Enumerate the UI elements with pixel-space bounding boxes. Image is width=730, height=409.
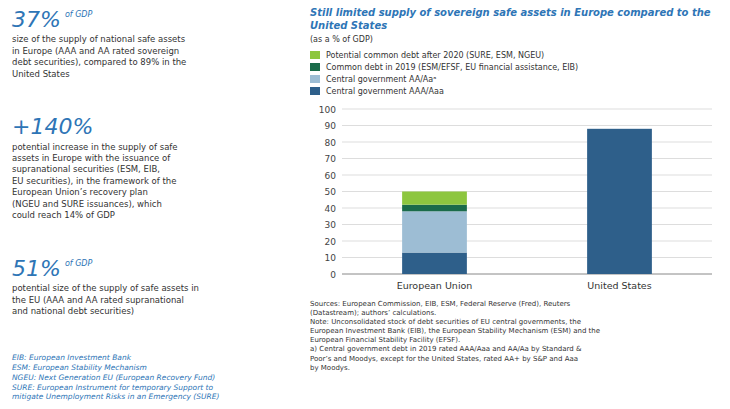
footnote: EIB: European Investment Bank xyxy=(12,353,297,363)
legend-label: Central government AAA/Aaa xyxy=(326,87,444,96)
x-tick-label: European Union xyxy=(397,280,473,291)
grid-line xyxy=(342,191,712,192)
stat-body: size of the supply of national safe asse… xyxy=(12,34,297,80)
bar-segment xyxy=(402,192,467,205)
legend-item: Central government AAA/Aaa xyxy=(310,85,722,97)
y-tick-label: 90 xyxy=(325,121,337,131)
grid-line xyxy=(342,257,712,258)
chart-title: Still limited supply of sovereign safe a… xyxy=(310,6,722,32)
stat-block: 51% of GDP potential size of the supply of… xyxy=(12,257,297,318)
grid-line xyxy=(342,125,712,126)
bar-segment xyxy=(587,128,652,129)
bar-segment xyxy=(402,253,467,274)
stat-big: 37% xyxy=(12,8,61,31)
grid-line xyxy=(342,158,712,159)
grid-line xyxy=(342,142,712,143)
bar-segment xyxy=(587,129,652,274)
sources-note: Sources: European Commission, EIB, ESM, … xyxy=(310,300,722,373)
footnotes: EIB: European Investment BankESM: Europe… xyxy=(12,353,297,402)
y-tick-label: 30 xyxy=(325,220,337,230)
stat-head: 37% of GDP xyxy=(12,8,297,31)
bar-segment xyxy=(587,128,652,129)
bar-chart: 0 10 20 30 40 50 60 70 80 90 100 European Union Unit… xyxy=(310,101,722,296)
bar-segment xyxy=(402,205,467,212)
footnote: ESM: European Stability Mechanism xyxy=(12,363,297,373)
legend-swatch xyxy=(310,75,320,83)
legend-item: Central government AA/Aaᵃ xyxy=(310,73,722,85)
stat-big: 51% xyxy=(12,257,61,280)
bars xyxy=(402,129,652,274)
stats-panel: 37% of GDP size of the supply of national … xyxy=(12,8,297,402)
x-axis: European Union United States xyxy=(397,280,652,291)
chart-panel: Still limited supply of sovereign safe a… xyxy=(310,6,722,373)
grid-line xyxy=(342,175,712,176)
y-tick-label: 0 xyxy=(330,270,336,280)
stat-head: +140% xyxy=(12,115,297,138)
stat-small: of GDP xyxy=(65,259,92,268)
stat-body: potential size of the supply of safe ass… xyxy=(12,283,297,317)
legend-item: Common debt in 2019 (ESM/EFSF, EU financ… xyxy=(310,61,722,73)
y-axis: 0 10 20 30 40 50 60 70 80 90 100 xyxy=(319,105,712,280)
chart-subtitle: (as a % of GDP) xyxy=(310,35,722,44)
grid-line xyxy=(342,224,712,225)
y-tick-label: 70 xyxy=(325,154,337,164)
bar-segment xyxy=(402,211,467,252)
stat-head: 51% of GDP xyxy=(12,257,297,280)
stat-block: +140% potential increase in the supply of… xyxy=(12,115,297,221)
footnote: NGEU: Next Generation EU (European Recov… xyxy=(12,373,297,383)
x-tick-label: United States xyxy=(587,280,651,291)
legend-label: Common debt in 2019 (ESM/EFSF, EU financ… xyxy=(326,63,578,72)
y-tick-label: 80 xyxy=(325,138,337,148)
legend-swatch xyxy=(310,87,320,95)
stat-block: 37% of GDP size of the supply of national … xyxy=(12,8,297,80)
stat-big: +140% xyxy=(12,115,93,138)
y-tick-label: 50 xyxy=(325,187,337,197)
stat-body: potential increase in the supply of safe… xyxy=(12,142,297,222)
y-tick-label: 100 xyxy=(319,105,336,115)
bar-segment xyxy=(587,128,652,129)
y-tick-label: 40 xyxy=(325,204,337,214)
legend-label: Potential common debt after 2020 (SURE, … xyxy=(326,51,544,60)
legend: Potential common debt after 2020 (SURE, … xyxy=(310,49,722,97)
legend-label: Central government AA/Aaᵃ xyxy=(326,75,436,84)
stat-small: of GDP xyxy=(65,10,92,19)
legend-swatch xyxy=(310,51,320,59)
footnote: SURE: European Instrument for temporary … xyxy=(12,383,297,403)
grid-line xyxy=(342,208,712,209)
legend-item: Potential common debt after 2020 (SURE, … xyxy=(310,49,722,61)
grid-line xyxy=(342,274,712,275)
y-tick-label: 10 xyxy=(325,253,337,263)
legend-swatch xyxy=(310,63,320,71)
y-tick-label: 60 xyxy=(325,171,337,181)
grid-line xyxy=(342,241,712,242)
y-tick-label: 20 xyxy=(325,237,337,247)
grid-line xyxy=(342,109,712,110)
